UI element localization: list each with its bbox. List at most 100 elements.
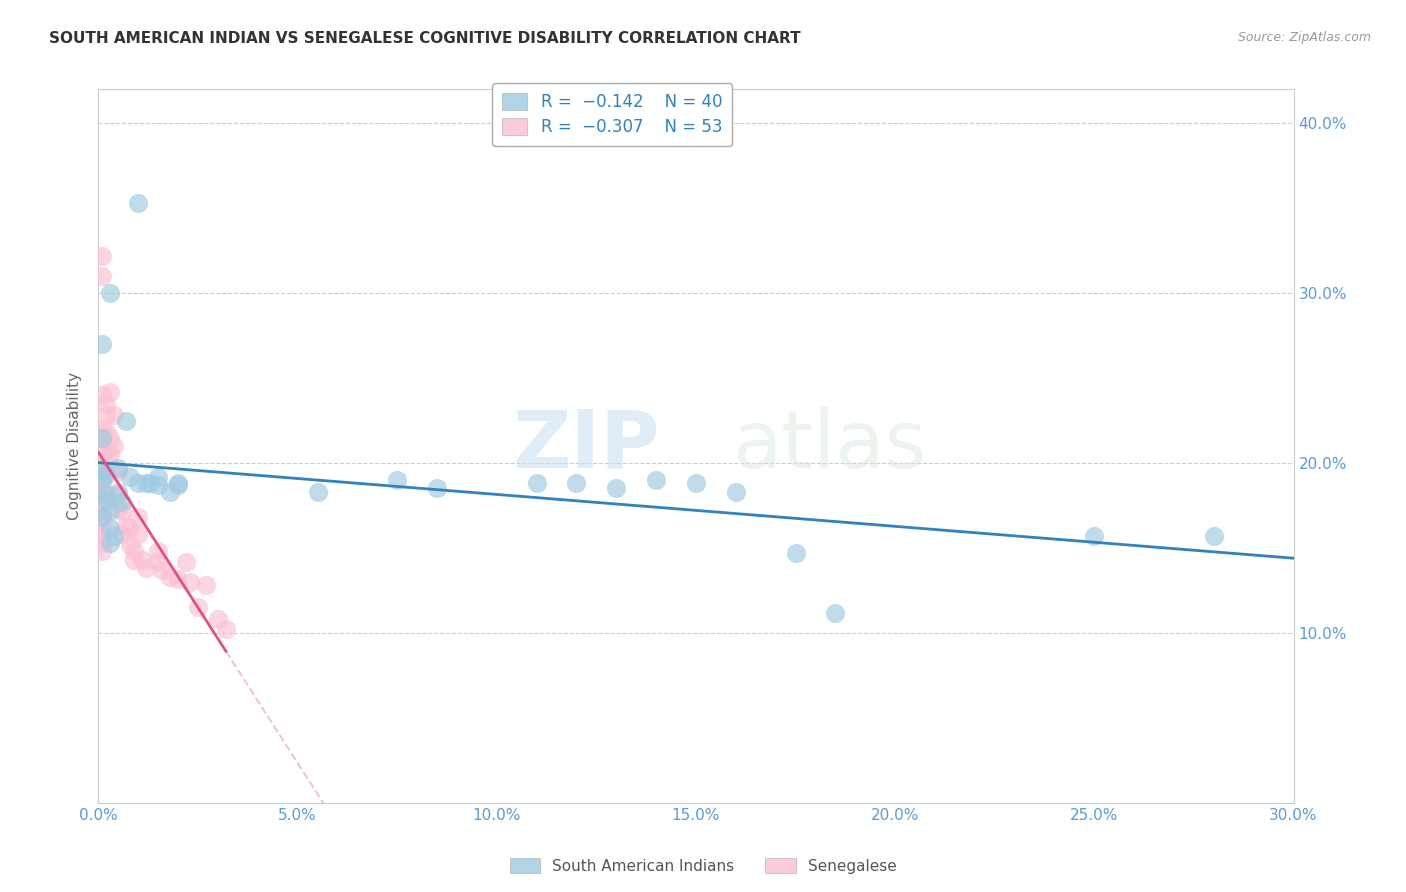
- Point: [91, 269, 114, 284]
- Point: [91, 510, 114, 524]
- Y-axis label: Cognitive Disability: Cognitive Disability: [67, 372, 83, 520]
- Point: [426, 482, 449, 496]
- Point: [91, 465, 114, 479]
- Point: [98, 448, 122, 462]
- Point: [179, 574, 201, 589]
- Point: [98, 430, 122, 444]
- Point: [96, 409, 118, 423]
- Point: [131, 553, 153, 567]
- Point: [135, 561, 157, 575]
- Point: [98, 536, 122, 550]
- Point: [195, 578, 218, 592]
- Point: [645, 473, 668, 487]
- Point: [148, 555, 170, 569]
- Point: [187, 600, 209, 615]
- Point: [91, 388, 114, 402]
- Point: [167, 572, 190, 586]
- Point: [91, 536, 114, 550]
- Point: [724, 484, 747, 499]
- Point: [215, 623, 238, 637]
- Point: [159, 570, 181, 584]
- Point: [124, 544, 146, 558]
- Point: [91, 456, 114, 470]
- Point: [526, 476, 548, 491]
- Point: [159, 484, 181, 499]
- Point: [120, 537, 142, 551]
- Point: [385, 473, 409, 487]
- Point: [96, 493, 118, 508]
- Point: [127, 510, 149, 524]
- Point: [98, 503, 122, 517]
- Point: [685, 476, 707, 491]
- Point: [91, 501, 114, 516]
- Legend: South American Indians, Senegalese: South American Indians, Senegalese: [503, 852, 903, 880]
- Point: [96, 456, 118, 470]
- Point: [96, 442, 118, 457]
- Point: [107, 465, 129, 479]
- Point: [98, 286, 122, 301]
- Point: [167, 478, 190, 492]
- Point: [120, 520, 142, 534]
- Point: [96, 425, 118, 440]
- Point: [1083, 529, 1105, 543]
- Text: SOUTH AMERICAN INDIAN VS SENEGALESE COGNITIVE DISABILITY CORRELATION CHART: SOUTH AMERICAN INDIAN VS SENEGALESE COGN…: [49, 31, 801, 46]
- Point: [107, 501, 129, 516]
- Point: [148, 469, 170, 483]
- Point: [91, 430, 114, 444]
- Point: [115, 413, 138, 427]
- Point: [174, 555, 197, 569]
- Point: [167, 476, 190, 491]
- Point: [307, 484, 329, 499]
- Point: [91, 337, 114, 351]
- Point: [91, 430, 114, 444]
- Point: [91, 493, 114, 508]
- Point: [91, 519, 114, 533]
- Point: [127, 476, 149, 491]
- Point: [103, 409, 125, 423]
- Point: [207, 612, 229, 626]
- Point: [120, 469, 142, 483]
- Point: [139, 476, 162, 491]
- Point: [91, 527, 114, 541]
- Point: [91, 469, 114, 483]
- Point: [103, 529, 125, 543]
- Point: [91, 448, 114, 462]
- Point: [98, 384, 122, 399]
- Point: [115, 519, 138, 533]
- Point: [127, 196, 149, 211]
- Point: [91, 249, 114, 263]
- Point: [135, 476, 157, 491]
- Text: atlas: atlas: [733, 407, 927, 485]
- Point: [107, 486, 129, 500]
- Legend: R =  −0.142    N = 40, R =  −0.307    N = 53: R = −0.142 N = 40, R = −0.307 N = 53: [492, 83, 733, 146]
- Point: [103, 439, 125, 453]
- Point: [96, 486, 118, 500]
- Point: [91, 422, 114, 436]
- Point: [150, 563, 173, 577]
- Point: [98, 520, 122, 534]
- Point: [565, 476, 588, 491]
- Point: [107, 461, 129, 475]
- Point: [96, 467, 118, 482]
- Point: [91, 484, 114, 499]
- Point: [824, 606, 846, 620]
- Point: [91, 510, 114, 524]
- Point: [91, 465, 114, 479]
- Point: [148, 544, 170, 558]
- Point: [111, 503, 134, 517]
- Point: [107, 484, 129, 499]
- Point: [111, 527, 134, 541]
- Point: [111, 495, 134, 509]
- Point: [127, 527, 149, 541]
- Point: [91, 476, 114, 491]
- Point: [91, 544, 114, 558]
- Point: [1202, 529, 1225, 543]
- Point: [96, 396, 118, 410]
- Text: ZIP: ZIP: [513, 407, 661, 485]
- Point: [605, 482, 627, 496]
- Point: [124, 553, 146, 567]
- Text: Source: ZipAtlas.com: Source: ZipAtlas.com: [1237, 31, 1371, 45]
- Point: [148, 478, 170, 492]
- Point: [91, 473, 114, 487]
- Point: [785, 546, 807, 560]
